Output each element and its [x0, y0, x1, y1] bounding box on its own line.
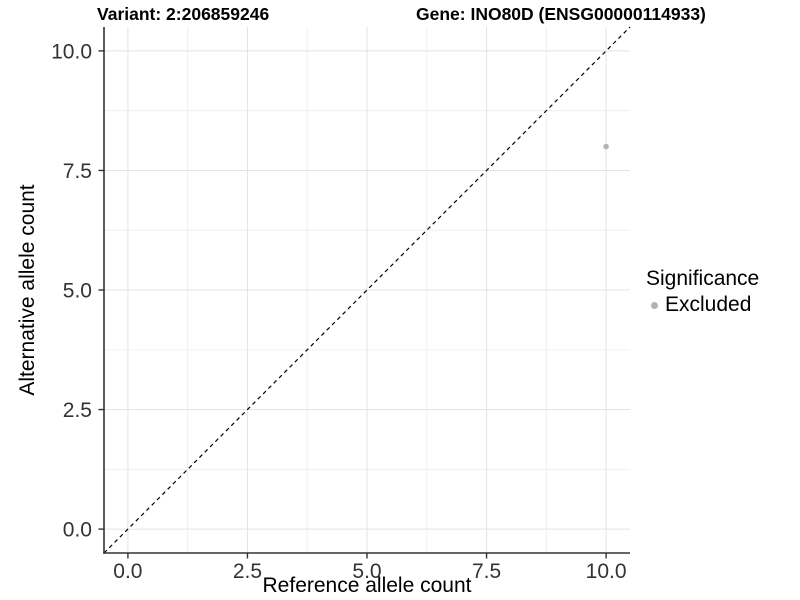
- y-tick-label: 5.0: [63, 280, 92, 303]
- x-tick-label: 5.0: [352, 560, 381, 583]
- y-tick-label: 7.5: [63, 160, 92, 183]
- plot-title-variant: Variant: 2:206859246: [97, 4, 270, 24]
- x-tick-label: 2.5: [233, 560, 262, 583]
- x-tick-label: 10.0: [586, 560, 627, 583]
- legend-point-icon: [650, 301, 658, 309]
- legend-item-label: Excluded: [665, 293, 752, 316]
- plot-title-gene: Gene: INO80D (ENSG00000114933): [416, 4, 706, 24]
- data-point: [603, 143, 609, 150]
- x-tick-label: 0.0: [113, 560, 142, 583]
- x-tick-label: 7.5: [472, 560, 501, 583]
- legend-title: Significance: [646, 267, 760, 290]
- legend: Significance Excluded: [646, 266, 759, 317]
- y-tick-label: 0.0: [63, 519, 92, 542]
- legend-key: [646, 296, 662, 314]
- y-axis-title: Alternative allele count: [16, 184, 39, 396]
- y-tick-label: 2.5: [63, 399, 92, 422]
- identity-line: [103, 26, 631, 554]
- y-tick-label: 10.0: [51, 40, 92, 63]
- legend-item-excluded: Excluded: [646, 293, 759, 317]
- x-axis-title: Reference allele count: [262, 574, 472, 597]
